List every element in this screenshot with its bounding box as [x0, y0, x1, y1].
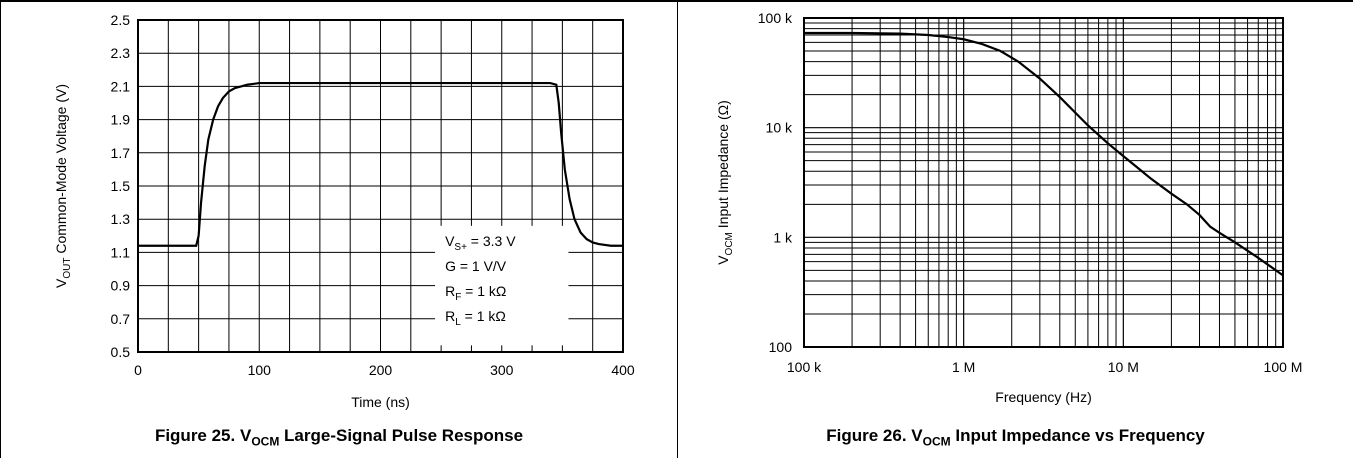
series-line	[138, 81, 623, 247]
caption-sub: OCM	[251, 434, 280, 448]
top-border-strip	[0, 0, 1353, 2]
series-line	[804, 31, 1284, 277]
plot-frame	[803, 17, 1284, 348]
x-tick-label: 200	[369, 362, 393, 378]
caption-prefix: Figure 25. V	[154, 425, 252, 445]
y-axis-label: VOUT Common-Mode Voltage (V)	[53, 84, 73, 288]
caption-suffix: Large-Signal Pulse Response	[279, 425, 524, 445]
annotation-line: RL = 1 kΩ	[445, 308, 506, 328]
annotation-box	[435, 225, 569, 346]
annotation-line: G = 1 V/V	[445, 258, 507, 274]
figure-25-panel: 0.5 0.7 0.9 1.1 1.3 1.5 1.7 1.9 2.1 2.3 2.5 0 100 200…	[0, 0, 678, 458]
y-tick-label: 2.3	[111, 45, 131, 61]
figure-26-panel: 100 1 k 10 k 100 k 100 k 1 M 10 M 100 M Frequenc…	[678, 0, 1353, 458]
y-tick-label: 2.5	[111, 12, 131, 28]
y-tick-label: 1.5	[111, 178, 131, 194]
caption-prefix: Figure 26. V	[826, 425, 923, 445]
y-tick-label: 0.9	[111, 278, 131, 294]
x-tick-label: 100 M	[1264, 359, 1303, 375]
annotation-line: RF = 1 kΩ	[445, 283, 506, 303]
y-tick-label: 0.5	[111, 344, 131, 360]
figure-26-caption: Figure 26. VOCM Input Impedance vs Frequ…	[678, 426, 1353, 448]
caption-sub: OCM	[922, 434, 951, 448]
y-tick-label: 100 k	[758, 10, 793, 26]
y-tick-label: 1.1	[111, 244, 131, 260]
impedance-chart: 100 1 k 10 k 100 k 100 k 1 M 10 M 100 M Frequenc…	[715, 10, 1303, 405]
pulse-response-chart: 0.5 0.7 0.9 1.1 1.3 1.5 1.7 1.9 2.1 2.3 2.5 0 100 200…	[53, 12, 635, 410]
x-tick-label: 0	[134, 362, 142, 378]
figure-25-caption: Figure 25. VOCM Large-Signal Pulse Respo…	[1, 426, 677, 448]
x-tick-label: 100	[248, 362, 272, 378]
x-tick-label: 10 M	[1108, 359, 1139, 375]
y-tick-label: 1 k	[773, 229, 793, 245]
x-tick-label: 400	[611, 362, 635, 378]
y-tick-label: 10 k	[766, 120, 793, 136]
y-tick-label: 2.1	[111, 78, 131, 94]
x-axis-label: Frequency (Hz)	[995, 389, 1091, 405]
x-axis-label: Time (ns)	[351, 394, 410, 410]
x-tick-label: 100 k	[787, 359, 822, 375]
annotation-line: VS+ = 3.3 V	[445, 233, 516, 253]
x-tick-label: 1 M	[952, 359, 975, 375]
x-tick-label: 300	[490, 362, 514, 378]
y-tick-label: 1.9	[111, 112, 131, 128]
plot-frame	[137, 19, 624, 353]
y-tick-label: 1.7	[111, 145, 131, 161]
y-tick-label: 100	[769, 339, 793, 355]
caption-suffix: Input Impedance vs Frequency	[950, 425, 1205, 445]
y-tick-label: 0.7	[111, 311, 131, 327]
y-axis-label: VOCM Input Impedance (Ω)	[715, 100, 735, 265]
y-tick-label: 1.3	[111, 211, 131, 227]
